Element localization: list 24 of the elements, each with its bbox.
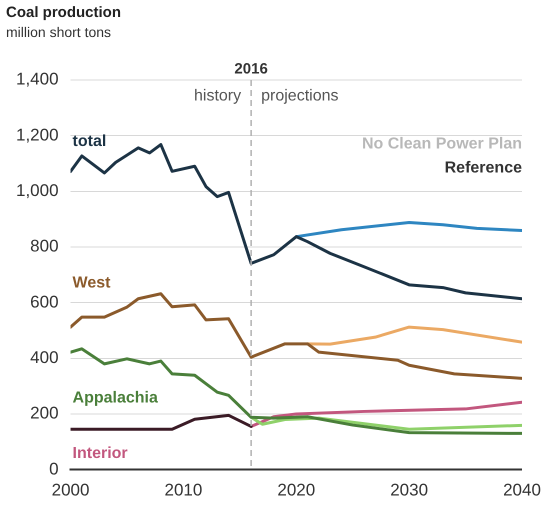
x-tick-label: 2020 (277, 480, 316, 500)
y-tick-label: 1,000 (16, 181, 59, 200)
annotation: No Clean Power Plan (362, 135, 522, 152)
chart-title: Coal production (6, 4, 121, 21)
text: Interior (72, 445, 128, 462)
y-tick-label: 400 (30, 348, 59, 367)
series-label: total (72, 132, 106, 150)
x-tick-label: 2030 (390, 480, 428, 500)
y-tick-label: 800 (30, 236, 59, 256)
y-tick-label: 600 (30, 292, 59, 312)
annotation: history (194, 87, 242, 104)
y-tick-label: 0 (49, 459, 59, 478)
series-label: West (72, 274, 112, 292)
annotation: Reference (444, 159, 522, 176)
chart-subtitle: million short tons (6, 24, 112, 40)
ref-line-label: 2016 (234, 60, 268, 78)
series-label: Appalachia (72, 390, 158, 407)
x-tick-label: 2000 (52, 480, 90, 500)
y-tick-label: 1,400 (16, 70, 59, 89)
x-tick-label: 2040 (503, 480, 541, 500)
y-tick-label: 1,200 (16, 125, 59, 144)
y-tick-label: 200 (30, 404, 59, 423)
annotation: projections (261, 87, 338, 104)
x-tick-label: 2010 (164, 480, 202, 500)
